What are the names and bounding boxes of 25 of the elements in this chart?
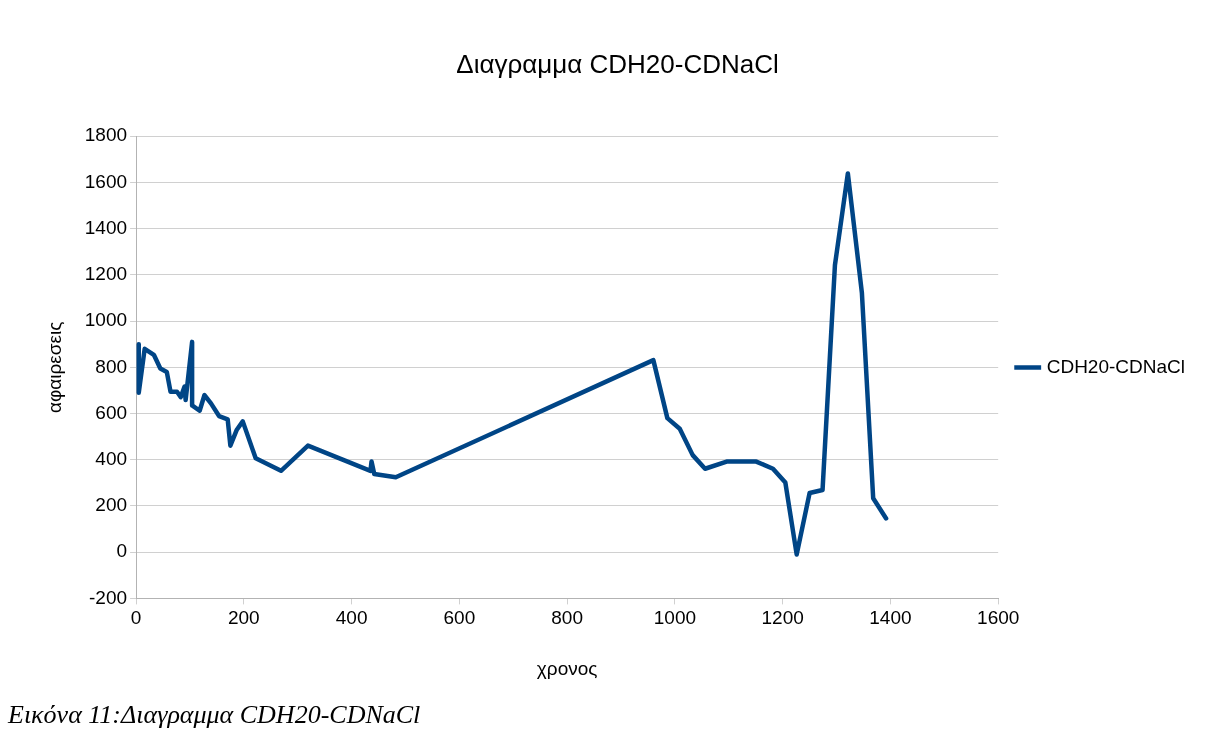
chart-title: Διαγραμμα CDH20-CDNaCl — [456, 48, 779, 79]
y-tick-label: 0 — [116, 540, 128, 562]
y-tick-label: 800 — [95, 355, 128, 377]
y-tick-label: 1200 — [84, 263, 128, 285]
x-tick-label: 1200 — [761, 607, 804, 629]
y-tick-label: 1400 — [84, 216, 128, 238]
x-tick-label: 1400 — [869, 607, 912, 629]
text: Εικόνα 11:Διαγραμμα CDH20-CDNaCl — [8, 700, 421, 730]
y-axis-title: αφαιρεσεις — [43, 321, 65, 413]
y-tick-label: -200 — [89, 586, 128, 608]
y-tick-label: 600 — [95, 401, 128, 423]
x-tick-label: 1600 — [977, 607, 1020, 629]
x-axis-title: χρονος — [536, 657, 598, 679]
y-tick-label: 1600 — [84, 170, 128, 192]
x-tick-label: 400 — [335, 607, 368, 629]
x-tick-label: 800 — [551, 607, 583, 629]
y-tick-label: 400 — [95, 447, 128, 469]
x-tick-label: 1000 — [653, 607, 697, 629]
x-tick-label: 0 — [130, 607, 142, 629]
legend-label: CDH20-CDNaCl — [1046, 355, 1186, 377]
x-tick-label: 200 — [227, 607, 260, 629]
x-tick-label: 600 — [443, 607, 476, 629]
y-tick-label: 200 — [95, 494, 128, 516]
y-tick-label: 1800 — [84, 124, 128, 146]
y-tick-label: 1000 — [84, 309, 128, 331]
